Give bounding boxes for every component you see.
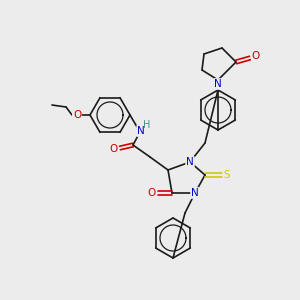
Text: S: S [224,170,230,180]
Text: O: O [252,51,260,61]
Text: N: N [214,79,222,89]
Text: O: O [73,110,81,120]
Text: N: N [186,157,194,167]
Text: O: O [109,144,117,154]
Text: H: H [143,120,151,130]
Text: N: N [191,188,199,198]
Text: O: O [147,188,155,198]
Text: N: N [137,126,145,136]
